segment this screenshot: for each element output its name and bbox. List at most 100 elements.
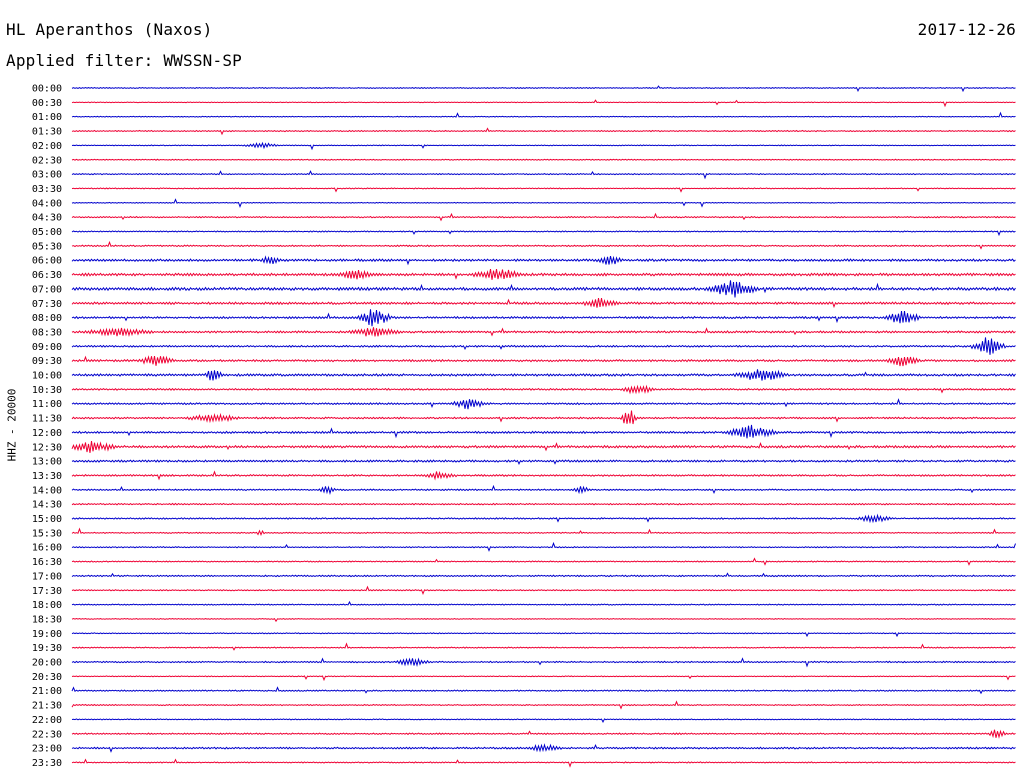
time-tick-label: 07:30 [32, 299, 62, 310]
trace-line-1700 [71, 572, 1016, 578]
trace-line-0430 [71, 212, 1016, 222]
trace-line-1730 [71, 585, 1016, 595]
station-title: HL Aperanthos (Naxos) [6, 20, 213, 39]
trace-line-2300 [71, 743, 1016, 753]
trace-line-0800 [71, 309, 1016, 327]
time-tick-label: 15:00 [32, 514, 62, 525]
trace-line-1600 [71, 541, 1016, 552]
time-tick-label: 00:00 [32, 84, 62, 95]
time-tick-label: 11:30 [32, 414, 62, 425]
time-tick-label: 12:00 [32, 428, 62, 439]
time-tick-label: 01:30 [32, 127, 62, 138]
time-tick-label: 18:00 [32, 600, 62, 611]
trace-line-1630 [71, 557, 1016, 566]
trace-line-0630 [71, 268, 1016, 280]
time-tick-label: 08:00 [32, 313, 62, 324]
trace-line-0730 [71, 297, 1016, 309]
time-tick-label: 09:30 [32, 356, 62, 367]
trace-line-2030 [71, 675, 1016, 682]
time-tick-label: 10:30 [32, 385, 62, 396]
trace-line-0200 [71, 141, 1016, 151]
time-tick-label: 14:00 [32, 485, 62, 496]
time-tick-label: 22:00 [32, 715, 62, 726]
trace-line-1530 [71, 527, 1016, 537]
trace-line-2000 [71, 657, 1016, 668]
trace-line-1930 [71, 642, 1016, 651]
time-tick-label: 13:30 [32, 471, 62, 482]
trace-line-1500 [71, 513, 1016, 524]
trace-line-1300 [71, 459, 1016, 466]
time-tick-label: 06:00 [32, 256, 62, 267]
time-tick-label: 17:00 [32, 571, 62, 582]
time-tick-label: 19:30 [32, 643, 62, 654]
trace-line-0900 [71, 337, 1016, 355]
trace-line-0230 [71, 158, 1016, 161]
time-tick-label: 21:30 [32, 701, 62, 712]
time-tick-label: 11:00 [32, 399, 62, 410]
trace-line-1030 [71, 384, 1016, 395]
time-tick-label: 19:00 [32, 629, 62, 640]
time-tick-label: 23:00 [32, 744, 62, 755]
time-tick-label: 16:00 [32, 543, 62, 554]
trace-line-2230 [71, 729, 1016, 739]
time-tick-label: 22:30 [32, 729, 62, 740]
time-tick-group: 00:00 00:30 01:00 01:30 02:00 02:30 03:00 03:30… [32, 84, 62, 769]
trace-line-1200 [71, 424, 1016, 439]
trace-line-1330 [71, 470, 1016, 481]
trace-line-0300 [71, 170, 1016, 180]
trace-line-1900 [71, 632, 1016, 638]
time-tick-label: 12:30 [32, 442, 62, 453]
trace-line-1130 [71, 410, 1016, 425]
trace-line-0930 [71, 355, 1016, 367]
record-date: 2017-12-26 [917, 20, 1016, 39]
time-tick-label: 20:00 [32, 658, 62, 669]
time-tick-label: 18:30 [32, 614, 62, 625]
time-tick-label: 17:30 [32, 586, 62, 597]
trace-line-0400 [71, 198, 1016, 209]
trace-line-1430 [71, 502, 1016, 506]
time-tick-label: 02:30 [32, 155, 62, 166]
time-tick-label: 20:30 [32, 672, 62, 683]
filter-label: Applied filter: WWSSN-SP [6, 51, 242, 70]
trace-line-1230 [71, 440, 1016, 453]
trace-line-1800 [71, 600, 1016, 606]
time-tick-label: 21:00 [32, 686, 62, 697]
time-tick-label: 00:30 [32, 98, 62, 109]
trace-line-0330 [71, 187, 1016, 193]
trace-line-0500 [71, 230, 1016, 237]
trace-line-0030 [71, 99, 1016, 108]
time-tick-label: 04:00 [32, 198, 62, 209]
time-tick-label: 05:00 [32, 227, 62, 238]
trace-line-0100 [71, 111, 1016, 118]
trace-line-2130 [71, 700, 1016, 710]
time-tick-label: 13:00 [32, 457, 62, 468]
time-tick-label: 15:30 [32, 528, 62, 539]
time-tick-label: 07:00 [32, 284, 62, 295]
time-tick-label: 04:30 [32, 213, 62, 224]
time-tick-label: 23:30 [32, 758, 62, 769]
trace-line-0830 [71, 327, 1016, 338]
trace-line-1400 [71, 484, 1016, 495]
time-tick-label: 02:00 [32, 141, 62, 152]
trace-line-1000 [71, 369, 1016, 381]
time-tick-label: 08:30 [32, 327, 62, 338]
trace-line-0700 [71, 280, 1016, 298]
trace-line-1100 [71, 398, 1016, 410]
trace-line-2330 [71, 758, 1016, 768]
time-tick-label: 05:30 [32, 241, 62, 252]
time-tick-label: 06:30 [32, 270, 62, 281]
trace-line-0130 [71, 127, 1016, 136]
time-tick-label: 10:00 [32, 371, 62, 382]
time-tick-label: 01:00 [32, 112, 62, 123]
trace-line-0000 [71, 85, 1016, 93]
trace-line-0530 [71, 240, 1016, 250]
trace-line-1830 [71, 617, 1016, 623]
time-tick-label: 09:00 [32, 342, 62, 353]
trace-line-2100 [71, 686, 1016, 695]
trace-line-2200 [71, 718, 1016, 724]
time-tick-label: 16:30 [32, 557, 62, 568]
time-tick-label: 03:00 [32, 170, 62, 181]
trace-group [71, 85, 1016, 768]
time-tick-label: 14:30 [32, 500, 62, 511]
